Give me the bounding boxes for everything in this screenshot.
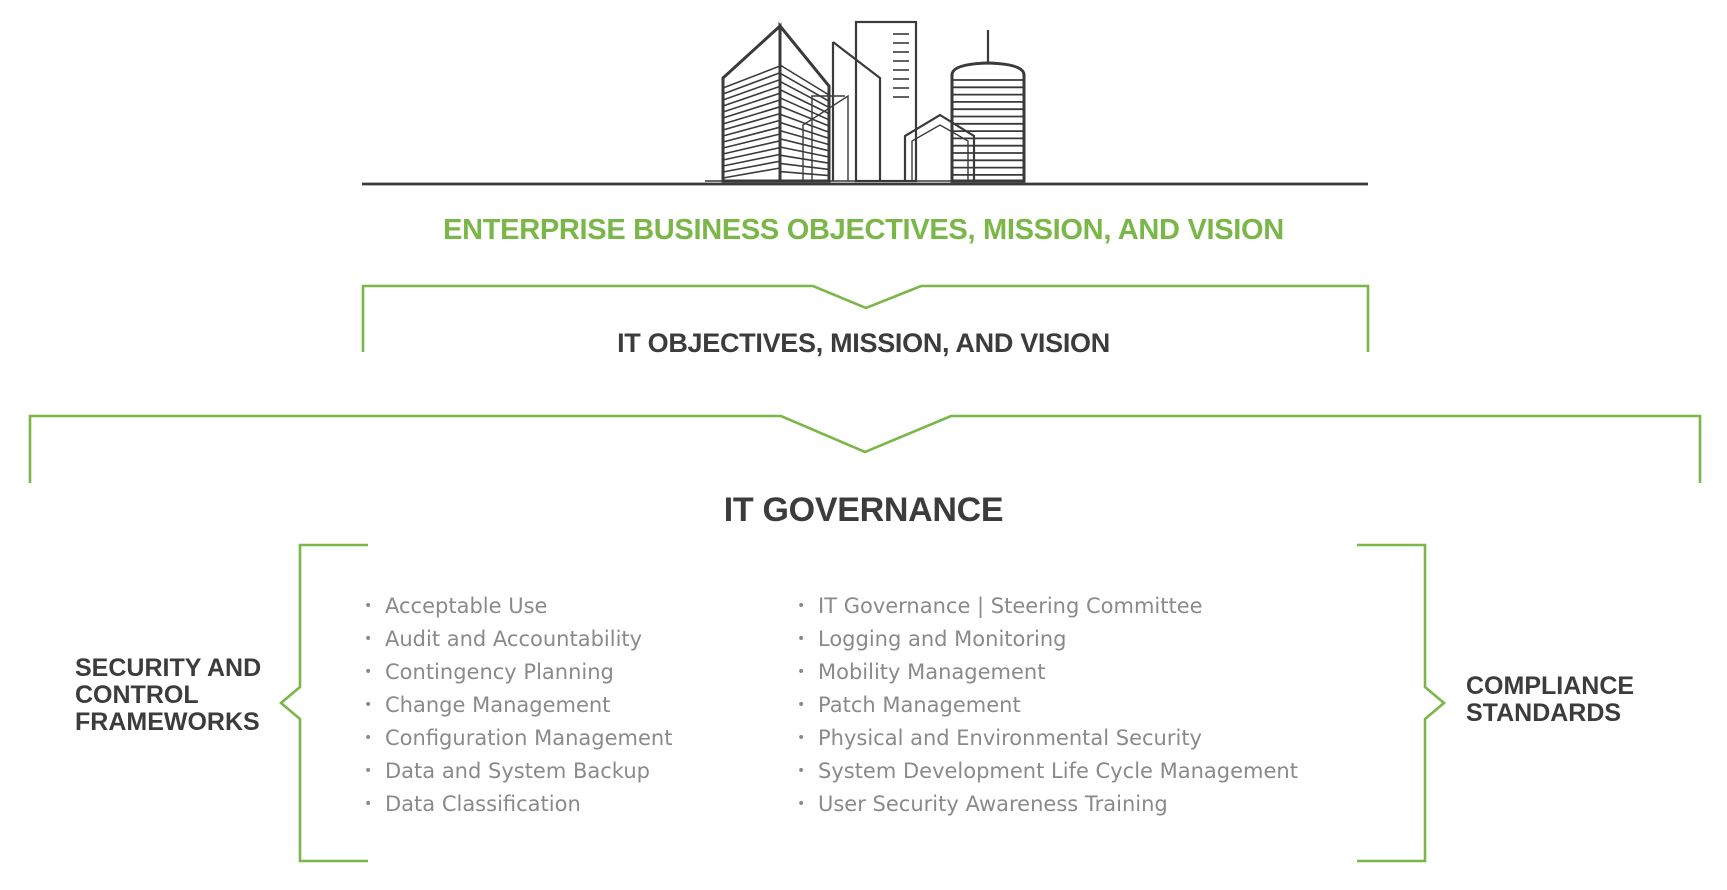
list-item: • Contingency Planning <box>364 656 672 689</box>
list-item-label: IT Governance | Steering Committee <box>818 594 1203 618</box>
policy-list-left: • Acceptable Use • Audit and Accountabilit… <box>364 590 672 821</box>
list-item: • Mobility Management <box>797 656 1298 689</box>
building-floor-line <box>722 153 781 167</box>
it-objectives-title: IT OBJECTIVES, MISSION, AND VISION <box>617 328 1110 358</box>
it-objectives-bracket <box>361 284 1370 352</box>
building-floor-line <box>722 167 781 179</box>
building-floor-line <box>779 162 830 171</box>
building-floor-line <box>722 78 781 101</box>
building-floor-line <box>779 154 830 164</box>
bullet-icon: • <box>797 796 806 812</box>
left-label-line: SECURITY AND <box>75 654 262 682</box>
bullet-icon: • <box>364 697 373 713</box>
list-item-label: Change Management <box>385 693 611 717</box>
building-floor-line <box>722 133 781 149</box>
list-item-label: User Security Awareness Training <box>818 792 1168 816</box>
building-floor-line <box>722 160 781 173</box>
bullet-icon: • <box>364 598 373 614</box>
building-floor-line <box>722 85 781 107</box>
building-floor-line <box>722 140 781 155</box>
list-item-label: Data Classification <box>385 792 581 816</box>
bullet-icon: • <box>797 664 806 680</box>
building-floor-line <box>722 92 781 113</box>
building-floor-line <box>779 138 830 152</box>
building-floor-line <box>779 88 830 115</box>
building-floor-line <box>779 80 830 109</box>
list-item-label: Physical and Environmental Security <box>818 726 1202 750</box>
it-governance-bracket <box>28 414 1702 483</box>
list-item-label: Logging and Monitoring <box>818 627 1067 651</box>
list-item: • Acceptable Use <box>364 590 672 623</box>
left-bracket <box>278 543 368 863</box>
list-item-label: Data and System Backup <box>385 759 650 783</box>
bullet-icon: • <box>364 796 373 812</box>
building-floor-line <box>779 105 830 127</box>
building-floor-line <box>722 126 781 143</box>
policy-list-right: • IT Governance | Steering Committee • Log… <box>797 590 1298 821</box>
building-floor-line <box>722 106 781 125</box>
bullet-icon: • <box>797 697 806 713</box>
building-floor-line <box>779 146 830 158</box>
list-item-label: System Development Life Cycle Management <box>818 759 1298 783</box>
building-floor-line <box>779 113 830 133</box>
list-item: • Patch Management <box>797 689 1298 722</box>
bullet-icon: • <box>797 730 806 746</box>
building-floor-line <box>722 99 781 119</box>
right-label-line: STANDARDS <box>1466 699 1622 727</box>
right-bracket <box>1357 543 1447 863</box>
bullet-icon: • <box>364 664 373 680</box>
list-item-label: Mobility Management <box>818 660 1046 684</box>
building-floor-line <box>722 112 781 131</box>
building-floor-line <box>779 64 830 96</box>
building-floor-line <box>722 72 781 95</box>
bullet-icon: • <box>364 730 373 746</box>
building-floor-line <box>722 146 781 161</box>
list-item-label: Audit and Accountability <box>385 627 643 651</box>
list-item: • Data and System Backup <box>364 755 672 788</box>
bullet-icon: • <box>797 631 806 647</box>
building-floor-line <box>779 121 830 140</box>
bullet-icon: • <box>364 631 373 647</box>
bullet-icon: • <box>797 598 806 614</box>
enterprise-objectives-title: ENTERPRISE BUSINESS OBJECTIVES, MISSION,… <box>443 214 1284 246</box>
bullet-icon: • <box>797 763 806 779</box>
building-floor-line <box>779 129 830 146</box>
bullet-icon: • <box>364 763 373 779</box>
list-item-label: Contingency Planning <box>385 660 614 684</box>
list-item: • Change Management <box>364 689 672 722</box>
list-item: • Data Classification <box>364 788 672 821</box>
list-item-label: Acceptable Use <box>385 594 548 618</box>
list-item: • IT Governance | Steering Committee <box>797 590 1298 623</box>
list-item-label: Configuration Management <box>385 726 673 750</box>
security-control-frameworks-label: SECURITY AND CONTROL FRAMEWORKS <box>75 655 295 736</box>
left-label-line: FRAMEWORKS <box>75 708 260 736</box>
building-floor-line <box>722 65 781 89</box>
building-floor-line <box>722 119 781 137</box>
list-item: • Audit and Accountability <box>364 623 672 656</box>
list-item: • Configuration Management <box>364 722 672 755</box>
building-floor-line <box>779 97 830 121</box>
list-item: • Logging and Monitoring <box>797 623 1298 656</box>
left-label-line: CONTROL <box>75 681 199 709</box>
right-label-line: COMPLIANCE <box>1466 672 1635 700</box>
compliance-standards-label: COMPLIANCE STANDARDS <box>1466 673 1666 727</box>
list-item: • User Security Awareness Training <box>797 788 1298 821</box>
it-governance-title: IT GOVERNANCE <box>723 491 1004 529</box>
city-buildings-icon <box>362 20 1368 186</box>
list-item-label: Patch Management <box>818 693 1021 717</box>
list-item: • System Development Life Cycle Managemen… <box>797 755 1298 788</box>
building-floor-line <box>779 170 830 177</box>
list-item: • Physical and Environmental Security <box>797 722 1298 755</box>
